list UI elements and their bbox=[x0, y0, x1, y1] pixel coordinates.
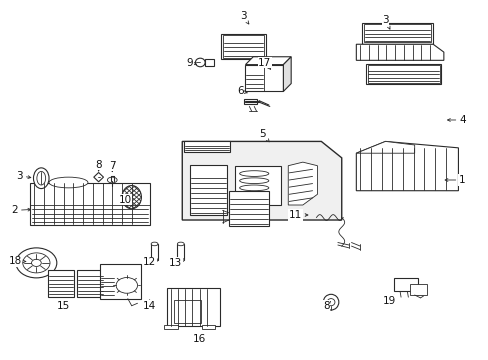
Text: 7: 7 bbox=[109, 161, 115, 171]
Text: 6: 6 bbox=[237, 86, 247, 96]
Text: 11: 11 bbox=[288, 210, 307, 220]
Bar bbox=[183, 141, 229, 152]
Bar bbox=[223, 35, 264, 58]
Bar bbox=[366, 64, 441, 84]
Polygon shape bbox=[283, 57, 290, 91]
Bar bbox=[245, 64, 283, 91]
Bar bbox=[362, 23, 432, 44]
Bar bbox=[47, 270, 74, 297]
Bar bbox=[363, 24, 430, 42]
Text: 3: 3 bbox=[382, 15, 389, 29]
Ellipse shape bbox=[177, 258, 184, 262]
Polygon shape bbox=[182, 141, 341, 220]
Ellipse shape bbox=[49, 177, 88, 188]
Bar bbox=[234, 166, 281, 205]
Bar bbox=[166, 288, 220, 327]
Ellipse shape bbox=[323, 294, 338, 310]
Text: 1: 1 bbox=[444, 175, 465, 185]
Text: 5: 5 bbox=[259, 129, 268, 142]
Bar bbox=[221, 33, 265, 59]
Ellipse shape bbox=[33, 168, 49, 189]
Ellipse shape bbox=[116, 278, 137, 293]
Text: 15: 15 bbox=[57, 301, 70, 311]
Text: 8: 8 bbox=[95, 159, 102, 171]
Bar bbox=[201, 325, 215, 329]
Text: 9: 9 bbox=[186, 58, 196, 68]
Bar bbox=[77, 270, 103, 297]
Text: 3: 3 bbox=[17, 171, 31, 181]
Bar bbox=[204, 59, 214, 66]
Bar bbox=[30, 183, 150, 225]
Text: 14: 14 bbox=[143, 300, 156, 311]
Bar bbox=[228, 192, 268, 226]
Text: 10: 10 bbox=[119, 195, 132, 204]
Text: 18: 18 bbox=[8, 256, 26, 266]
Polygon shape bbox=[356, 141, 458, 191]
Bar bbox=[244, 99, 256, 104]
Ellipse shape bbox=[151, 258, 158, 262]
Bar bbox=[190, 165, 226, 215]
Polygon shape bbox=[245, 57, 290, 64]
Bar bbox=[100, 264, 141, 298]
Text: 8: 8 bbox=[322, 301, 330, 311]
Bar bbox=[367, 64, 439, 83]
Bar bbox=[409, 284, 426, 295]
Text: 16: 16 bbox=[193, 333, 206, 344]
Polygon shape bbox=[287, 162, 317, 205]
Ellipse shape bbox=[151, 242, 158, 246]
Text: 2: 2 bbox=[12, 205, 31, 215]
Ellipse shape bbox=[177, 242, 184, 246]
Ellipse shape bbox=[122, 185, 141, 209]
Text: 4: 4 bbox=[447, 115, 465, 125]
Text: 13: 13 bbox=[168, 258, 182, 268]
Bar bbox=[393, 278, 417, 292]
Text: 12: 12 bbox=[143, 257, 156, 267]
Text: 19: 19 bbox=[382, 295, 395, 306]
Bar bbox=[164, 325, 178, 329]
Polygon shape bbox=[356, 44, 443, 60]
Bar bbox=[151, 244, 158, 260]
Bar bbox=[174, 300, 201, 323]
Ellipse shape bbox=[195, 58, 204, 67]
Text: 3: 3 bbox=[239, 12, 248, 24]
Text: 17: 17 bbox=[258, 58, 271, 69]
Ellipse shape bbox=[107, 177, 117, 183]
Polygon shape bbox=[356, 141, 414, 153]
Bar bbox=[177, 244, 184, 260]
